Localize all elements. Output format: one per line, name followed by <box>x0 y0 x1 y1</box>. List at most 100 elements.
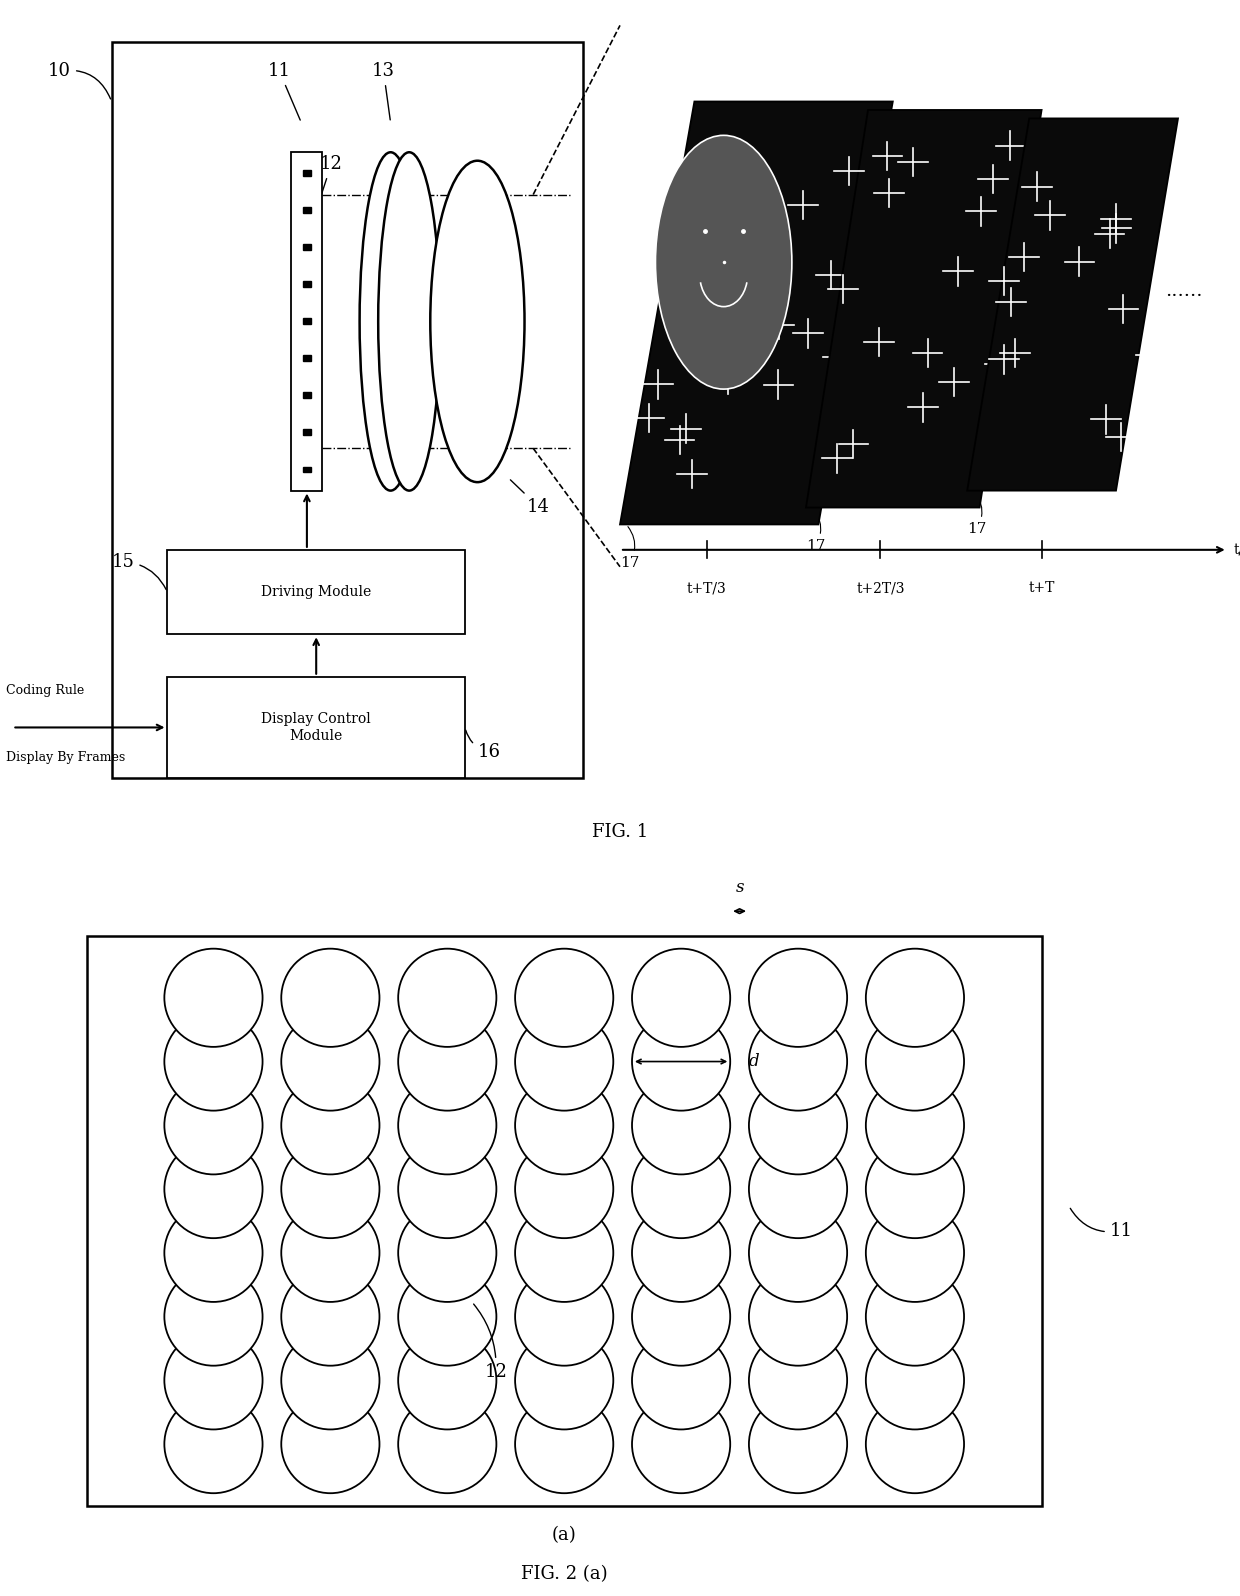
Text: t+2T/3: t+2T/3 <box>856 581 905 595</box>
Ellipse shape <box>165 1331 263 1430</box>
Text: FIG. 2 (a): FIG. 2 (a) <box>521 1566 608 1583</box>
Ellipse shape <box>866 1331 963 1430</box>
Text: FIG. 1: FIG. 1 <box>591 824 649 841</box>
Bar <box>303 356 311 361</box>
Ellipse shape <box>749 1076 847 1175</box>
Ellipse shape <box>398 948 496 1047</box>
Text: ......: ...... <box>1166 282 1203 300</box>
Text: 12: 12 <box>474 1304 507 1381</box>
Ellipse shape <box>281 948 379 1047</box>
Polygon shape <box>967 118 1178 490</box>
Ellipse shape <box>632 1076 730 1175</box>
Text: Driving Module: Driving Module <box>262 586 371 598</box>
Ellipse shape <box>749 1267 847 1366</box>
Text: 13: 13 <box>372 62 396 120</box>
Ellipse shape <box>515 1331 614 1430</box>
Ellipse shape <box>515 1140 614 1238</box>
Bar <box>112 41 583 779</box>
Text: 15: 15 <box>112 552 166 589</box>
Text: 10: 10 <box>48 62 110 99</box>
Ellipse shape <box>866 1140 963 1238</box>
Text: (a): (a) <box>552 1526 577 1543</box>
Ellipse shape <box>165 1140 263 1238</box>
Text: 12: 12 <box>309 155 342 235</box>
Ellipse shape <box>165 1012 263 1111</box>
Text: t+T/3: t+T/3 <box>687 581 727 595</box>
Text: d: d <box>749 1053 759 1069</box>
Ellipse shape <box>515 1012 614 1111</box>
Ellipse shape <box>866 1395 963 1494</box>
Bar <box>87 935 1042 1507</box>
Ellipse shape <box>398 1140 496 1238</box>
Ellipse shape <box>430 161 525 482</box>
Ellipse shape <box>165 1076 263 1175</box>
Bar <box>291 152 322 490</box>
Ellipse shape <box>398 1203 496 1302</box>
Ellipse shape <box>749 1140 847 1238</box>
Ellipse shape <box>749 1331 847 1430</box>
Ellipse shape <box>398 1395 496 1494</box>
Polygon shape <box>806 110 1042 508</box>
Text: 11: 11 <box>268 62 300 120</box>
Ellipse shape <box>165 1203 263 1302</box>
Ellipse shape <box>632 1012 730 1111</box>
Text: 11: 11 <box>1070 1208 1133 1240</box>
Ellipse shape <box>165 1395 263 1494</box>
Ellipse shape <box>632 1140 730 1238</box>
Ellipse shape <box>281 1395 379 1494</box>
Ellipse shape <box>398 1076 496 1175</box>
Bar <box>167 549 465 634</box>
Bar <box>303 207 311 214</box>
Ellipse shape <box>360 152 422 490</box>
Bar <box>303 429 311 436</box>
Text: t/Time: t/Time <box>1234 543 1240 557</box>
Ellipse shape <box>515 948 614 1047</box>
Ellipse shape <box>378 152 440 490</box>
Ellipse shape <box>281 1076 379 1175</box>
Ellipse shape <box>866 1012 963 1111</box>
Ellipse shape <box>656 136 792 389</box>
Ellipse shape <box>749 948 847 1047</box>
Ellipse shape <box>398 1012 496 1111</box>
Ellipse shape <box>398 1267 496 1366</box>
Ellipse shape <box>515 1267 614 1366</box>
Ellipse shape <box>281 1140 379 1238</box>
Ellipse shape <box>632 1395 730 1494</box>
Bar <box>303 319 311 324</box>
Text: 17: 17 <box>967 493 987 536</box>
Polygon shape <box>620 102 893 525</box>
Text: Display Control
Module: Display Control Module <box>262 712 371 742</box>
Text: 16: 16 <box>466 729 501 761</box>
Bar <box>303 466 311 472</box>
Ellipse shape <box>632 948 730 1047</box>
Bar <box>303 281 311 287</box>
Text: Display By Frames: Display By Frames <box>6 752 125 764</box>
Bar <box>303 393 311 399</box>
Text: s: s <box>735 879 744 897</box>
Ellipse shape <box>749 1203 847 1302</box>
Text: 17: 17 <box>620 527 640 570</box>
Ellipse shape <box>866 1203 963 1302</box>
Text: 14: 14 <box>511 480 549 516</box>
Ellipse shape <box>749 1012 847 1111</box>
Ellipse shape <box>515 1076 614 1175</box>
Bar <box>303 244 311 251</box>
Ellipse shape <box>866 1267 963 1366</box>
Bar <box>167 677 465 779</box>
Ellipse shape <box>281 1012 379 1111</box>
Ellipse shape <box>398 1331 496 1430</box>
Ellipse shape <box>866 948 963 1047</box>
Ellipse shape <box>515 1203 614 1302</box>
Ellipse shape <box>632 1203 730 1302</box>
Text: t+T: t+T <box>1028 581 1055 595</box>
Ellipse shape <box>281 1331 379 1430</box>
Text: Coding Rule: Coding Rule <box>6 683 84 696</box>
Ellipse shape <box>866 1076 963 1175</box>
Ellipse shape <box>749 1395 847 1494</box>
Text: 17: 17 <box>806 509 826 552</box>
Ellipse shape <box>165 948 263 1047</box>
Ellipse shape <box>281 1267 379 1366</box>
Ellipse shape <box>632 1331 730 1430</box>
Ellipse shape <box>281 1203 379 1302</box>
Bar <box>303 171 311 177</box>
